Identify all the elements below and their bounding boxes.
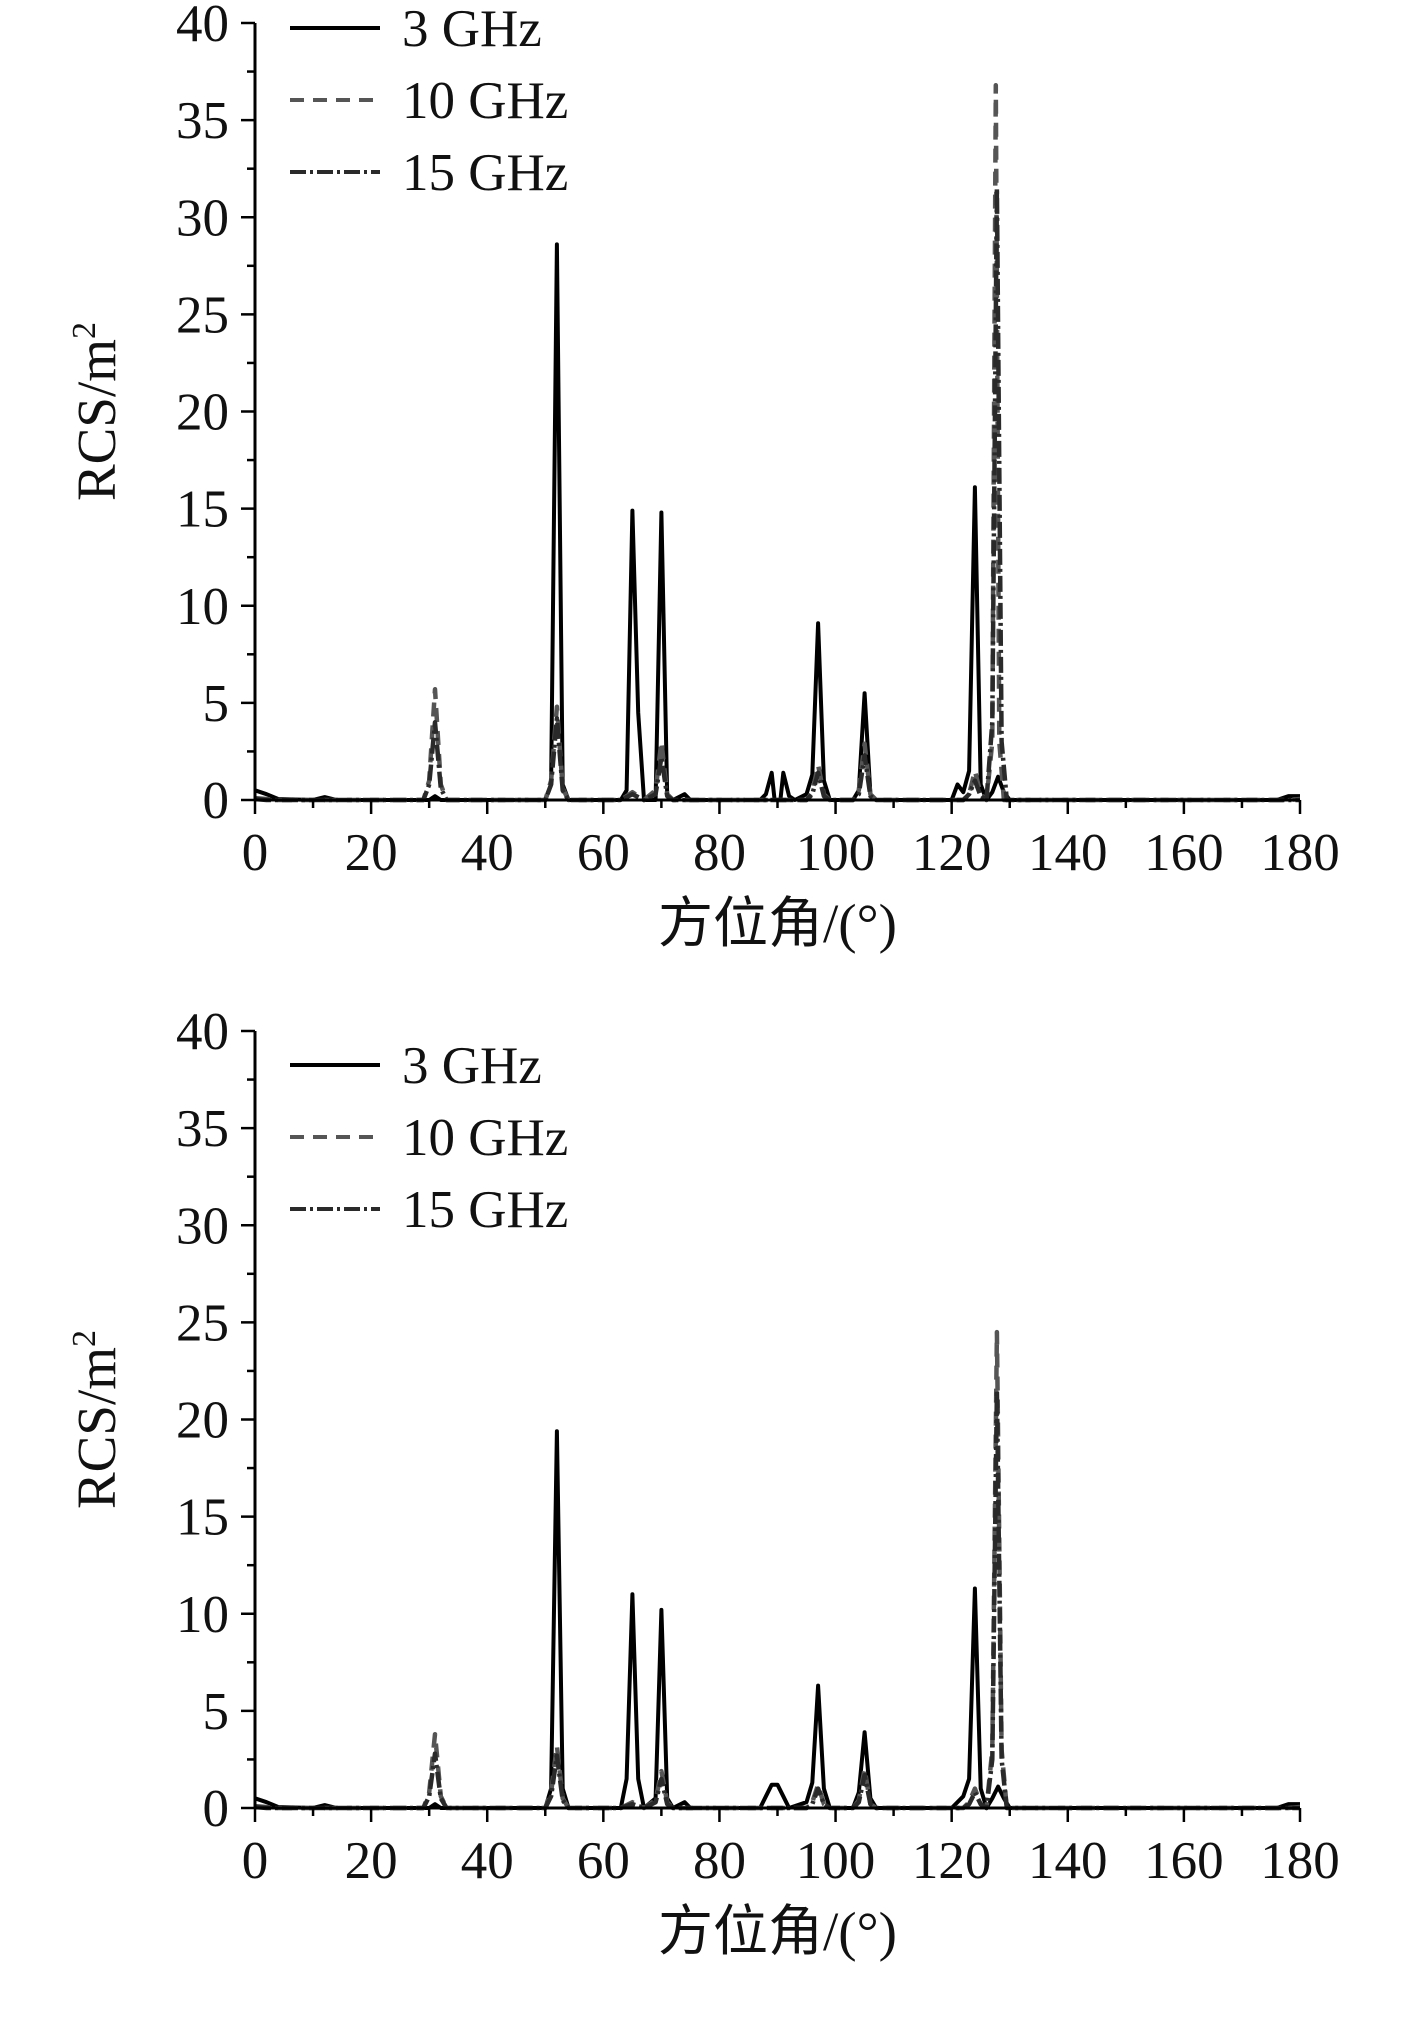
x-tick-label: 160 xyxy=(1144,1832,1224,1890)
x-tick-label: 160 xyxy=(1144,824,1224,882)
y-tick-label: 25 xyxy=(176,1294,229,1352)
legend: 3 GHz 10 GHz 15 GHz xyxy=(290,1037,568,1239)
x-tick-label: 40 xyxy=(461,1832,514,1890)
series-line-15-ghz xyxy=(254,1388,1300,1811)
y-tick-label: 5 xyxy=(203,675,230,733)
y-tick-label: 30 xyxy=(176,189,229,247)
y-tick-label: 0 xyxy=(203,1780,230,1838)
x-axis-title: 方位角/(°) xyxy=(658,893,897,954)
x-tick-label: 120 xyxy=(912,824,992,882)
x-tick-label: 20 xyxy=(345,1832,398,1890)
rcs-chart-top: 0 20 40 60 80 100 120 140 160 180 0 5 10 15 20 25 30 35 40… xyxy=(66,0,1340,954)
x-tick-label: 20 xyxy=(345,824,398,882)
y-tick-label: 20 xyxy=(176,1392,229,1450)
y-axis-title: RCS/m2 xyxy=(66,322,127,501)
series-line-15-ghz xyxy=(254,185,1300,803)
series-line-3-ghz xyxy=(254,1429,1300,1810)
legend-label: 3 GHz xyxy=(402,0,542,58)
x-tick-label: 80 xyxy=(693,824,746,882)
x-axis-title: 方位角/(°) xyxy=(658,1901,897,1962)
legend-label: 3 GHz xyxy=(402,1037,542,1095)
y-tick-label: 10 xyxy=(176,578,229,636)
y-tick-label: 40 xyxy=(176,1008,229,1061)
x-tick-label: 100 xyxy=(796,1832,876,1890)
legend-label: 15 GHz xyxy=(402,1181,568,1239)
x-tick-label: 0 xyxy=(242,1832,269,1890)
x-tick-label: 140 xyxy=(1028,824,1108,882)
x-tick-label: 140 xyxy=(1028,1832,1108,1890)
y-axis-title-text: RCS/m xyxy=(66,1347,127,1509)
y-axis-title-text: RCS/m xyxy=(66,339,127,501)
legend-label: 10 GHz xyxy=(402,1109,568,1167)
series-line-10-ghz xyxy=(254,1329,1301,1811)
x-tick-label: 0 xyxy=(242,824,269,882)
y-tick-label: 20 xyxy=(176,384,229,442)
x-tick-label: 180 xyxy=(1260,824,1340,882)
y-axis-title-superscript: 2 xyxy=(66,1330,103,1347)
y-tick-label: 10 xyxy=(176,1586,229,1644)
y-tick-label: 25 xyxy=(176,286,229,344)
x-tick-label: 60 xyxy=(577,824,630,882)
x-tick-label: 120 xyxy=(912,1832,992,1890)
series-group xyxy=(254,1329,1301,1811)
x-tick-label: 180 xyxy=(1260,1832,1340,1890)
y-axis-title-superscript: 2 xyxy=(66,322,103,339)
y-tick-label: 30 xyxy=(176,1197,229,1255)
y-tick-label: 5 xyxy=(203,1683,230,1741)
rcs-chart-bottom: 0 20 40 60 80 100 120 140 160 180 0 5 10 15 20 25 30 35 40… xyxy=(66,1008,1340,1962)
y-axis-title: RCS/m2 xyxy=(66,1330,127,1509)
legend-label: 10 GHz xyxy=(402,72,568,130)
y-tick-label: 40 xyxy=(176,0,229,53)
y-tick-label: 35 xyxy=(176,92,229,150)
legend-label: 15 GHz xyxy=(402,144,568,202)
y-tick-label: 15 xyxy=(176,1489,229,1547)
x-tick-label: 80 xyxy=(693,1832,746,1890)
x-tick-label: 40 xyxy=(461,824,514,882)
x-tick-label: 100 xyxy=(796,824,876,882)
y-tick-label: 0 xyxy=(203,772,230,830)
legend: 3 GHz 10 GHz 15 GHz xyxy=(290,0,568,202)
y-tick-label: 15 xyxy=(176,481,229,539)
y-tick-label: 35 xyxy=(176,1100,229,1158)
x-tick-label: 60 xyxy=(577,1832,630,1890)
series-line-3-ghz xyxy=(254,242,1300,802)
